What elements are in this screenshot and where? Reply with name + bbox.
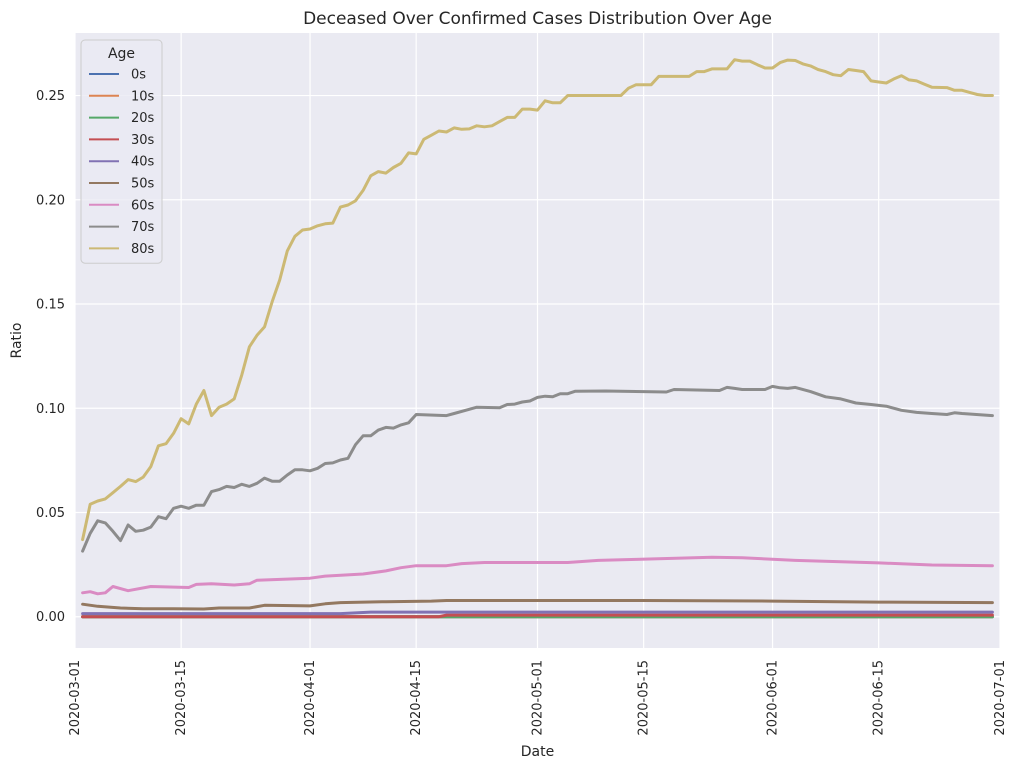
x-tick-label: 2020-05-15 xyxy=(637,660,652,736)
y-tick-label: 0.00 xyxy=(36,610,65,625)
series-line-30s xyxy=(81,613,994,619)
series-line-70s xyxy=(81,384,994,553)
x-tick-label: 2020-04-15 xyxy=(409,660,424,736)
legend-label-50s: 50s xyxy=(131,177,155,192)
x-tick-label: 2020-04-01 xyxy=(303,660,318,736)
y-tick-label: 0.15 xyxy=(36,298,65,313)
plot-area xyxy=(74,33,1001,648)
x-tick-label: 2020-03-01 xyxy=(68,660,83,736)
y-tick-label: 0.10 xyxy=(36,402,65,417)
series-line-40s xyxy=(81,610,994,616)
y-tick-label: 0.20 xyxy=(36,193,65,208)
legend-title: Age xyxy=(108,46,135,62)
y-tick-label: 0.05 xyxy=(36,506,65,521)
x-tick-label: 2020-06-01 xyxy=(766,660,781,736)
x-axis-label: Date xyxy=(521,744,554,760)
series-line-60s xyxy=(81,555,994,596)
legend-label-10s: 10s xyxy=(131,89,155,104)
legend-label-80s: 80s xyxy=(131,242,155,257)
legend-label-0s: 0s xyxy=(131,68,146,83)
chart-title: Deceased Over Confirmed Cases Distributi… xyxy=(303,9,772,29)
legend: Age 0s 10s 20s 30s 40s 50s 60s 70s 80s xyxy=(80,39,163,264)
y-axis-label: Ratio xyxy=(9,323,25,359)
series-line-80s xyxy=(81,58,994,542)
series-line-50s xyxy=(81,599,994,611)
x-tick-label: 2020-07-01 xyxy=(993,660,1008,736)
x-tick-label: 2020-05-01 xyxy=(531,660,546,736)
legend-label-60s: 60s xyxy=(131,198,155,213)
legend-label-40s: 40s xyxy=(131,155,155,170)
legend-label-30s: 30s xyxy=(131,133,155,148)
legend-label-20s: 20s xyxy=(131,111,155,126)
x-tick-label: 2020-03-15 xyxy=(174,660,189,736)
y-tick-label: 0.25 xyxy=(36,89,65,104)
legend-label-70s: 70s xyxy=(131,220,155,235)
x-tick-label: 2020-06-15 xyxy=(872,660,887,736)
